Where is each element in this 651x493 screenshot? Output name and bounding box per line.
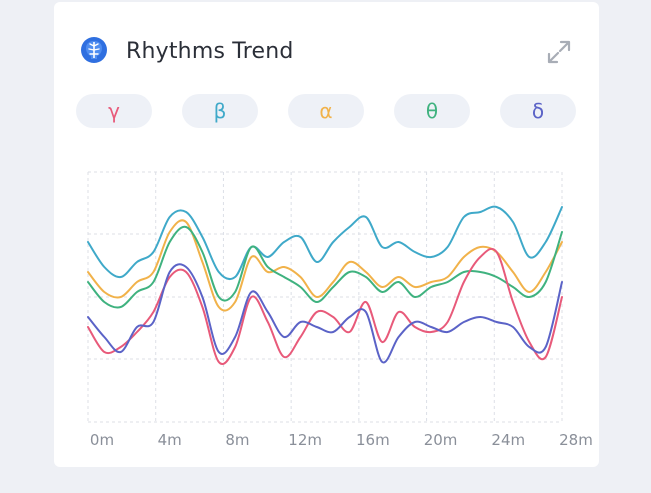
- x-tick-label: 20m: [424, 431, 458, 449]
- x-tick-label: 28m: [559, 431, 593, 449]
- series-line-alpha: [87, 219, 563, 312]
- x-tick-label: 12m: [288, 431, 322, 449]
- card-title: Rhythms Trend: [126, 39, 294, 64]
- band-pill-delta[interactable]: δ: [500, 94, 576, 128]
- x-tick-label: 24m: [491, 431, 525, 449]
- band-pill-label: β: [213, 99, 227, 123]
- rhythms-trend-chart: 0m 4m 8m 12m 16m 20m 24m 28m: [87, 171, 593, 449]
- band-pill-label: θ: [425, 99, 439, 123]
- band-filter: γ β α θ δ: [76, 94, 576, 128]
- series-line-gamma: [87, 247, 563, 365]
- band-pill-label: α: [319, 99, 333, 123]
- x-tick-label: 0m: [90, 431, 114, 449]
- brain-icon: [81, 37, 107, 63]
- x-tick-label: 8m: [225, 431, 249, 449]
- rhythms-trend-card: Rhythms Trend γ β α θ δ 0m 4m 8m 12m 16m 20m 2…: [54, 2, 599, 467]
- expand-icon[interactable]: [545, 38, 573, 66]
- band-pill-gamma[interactable]: γ: [76, 94, 152, 128]
- band-pill-label: γ: [108, 99, 120, 123]
- series-line-theta: [87, 225, 563, 309]
- card-header: Rhythms Trend: [80, 36, 573, 68]
- x-tick-label: 4m: [158, 431, 182, 449]
- band-pill-alpha[interactable]: α: [288, 94, 364, 128]
- x-tick-label: 16m: [356, 431, 390, 449]
- band-pill-theta[interactable]: θ: [394, 94, 470, 128]
- series-line-beta: [87, 205, 563, 281]
- band-pill-beta[interactable]: β: [182, 94, 258, 128]
- series-line-delta: [87, 263, 563, 364]
- band-pill-label: δ: [531, 99, 545, 123]
